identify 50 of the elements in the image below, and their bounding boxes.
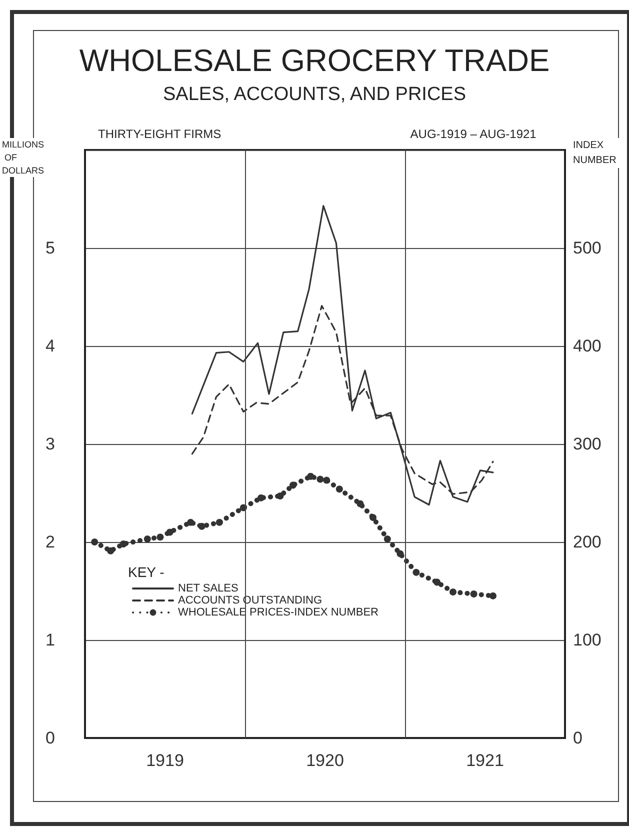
point — [356, 500, 364, 508]
point — [276, 492, 284, 500]
y-tick-label: 1 — [46, 630, 55, 650]
point — [166, 528, 174, 536]
x-tick-label: 1921 — [466, 751, 504, 770]
point — [107, 547, 114, 554]
point — [323, 476, 330, 484]
point — [258, 494, 264, 502]
point — [450, 588, 456, 596]
y2-tick-label: 300 — [573, 434, 602, 454]
legend-label: WHOLESALE PRICES-INDEX NUMBER — [178, 606, 379, 618]
point — [91, 538, 98, 546]
point — [216, 518, 223, 526]
point — [470, 590, 478, 598]
text: AUG-1919 – AUG-1921 — [410, 127, 537, 141]
point — [336, 486, 343, 493]
y2-tick-label: 200 — [573, 532, 602, 552]
point — [412, 568, 420, 576]
line-series — [191, 205, 494, 506]
y2-tick-label: 100 — [573, 630, 602, 650]
point — [396, 550, 404, 558]
x-tick-label: 1920 — [306, 751, 344, 770]
chart-title: WHOLESALE GROCERY TRADE — [79, 43, 550, 78]
point — [434, 578, 440, 586]
y-axis-title: MILLIONS OF DOLLARS — [2, 140, 44, 176]
point — [156, 534, 164, 541]
y-tick-label: 5 — [46, 238, 55, 258]
point — [144, 536, 151, 543]
point — [290, 482, 296, 489]
x-tick-label: 1919 — [146, 751, 184, 770]
y2-axis-title: INDEX NUMBER — [573, 140, 616, 166]
y2-tick-label: 0 — [573, 728, 582, 748]
point — [316, 476, 324, 483]
y-tick-label: 3 — [46, 434, 55, 454]
y-tick-label: 2 — [46, 532, 55, 552]
legend-title: KEY - — [128, 564, 165, 580]
legend-label: NET SALES — [178, 582, 238, 594]
point — [370, 514, 376, 521]
y2-tick-label: 500 — [573, 238, 602, 258]
text: THIRTY-EIGHT FIRMS — [98, 127, 222, 141]
point — [307, 472, 314, 480]
chart-subtitle: SALES, ACCOUNTS, AND PRICES — [162, 84, 466, 105]
y-tick-label: 4 — [46, 336, 55, 356]
point — [120, 540, 127, 548]
point — [198, 522, 206, 530]
y-tick-label: 0 — [46, 728, 55, 748]
point — [384, 536, 391, 543]
point — [187, 518, 194, 526]
y2-tick-label: 400 — [573, 336, 602, 356]
point — [490, 592, 496, 600]
